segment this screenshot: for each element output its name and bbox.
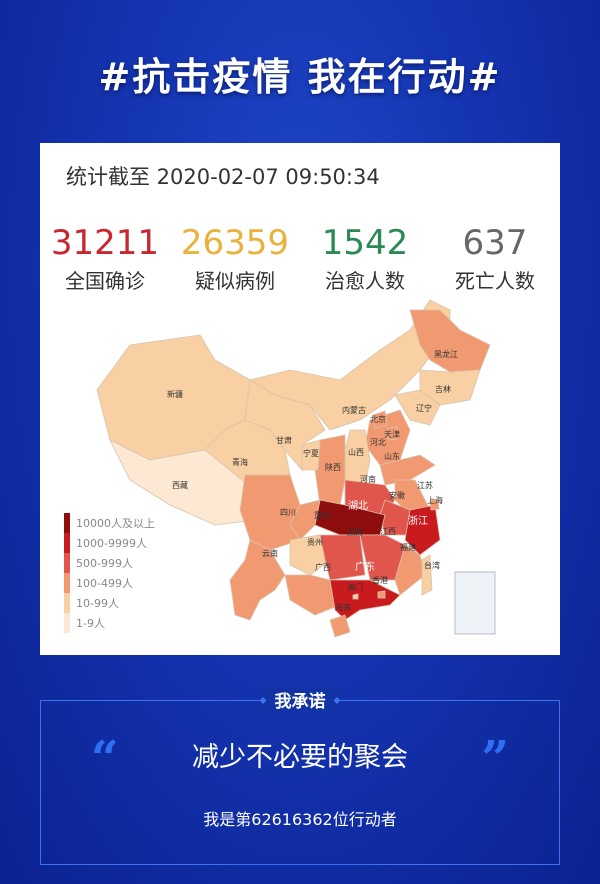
- legend-label: 100-499人: [76, 577, 133, 590]
- stat-label: 死亡人数: [455, 269, 535, 293]
- legend-swatch: [64, 513, 70, 533]
- province-澳门[interactable]: [352, 593, 359, 600]
- province-上海[interactable]: [429, 498, 440, 511]
- pledge-text: 减少不必要的聚会: [192, 742, 408, 773]
- province-辽宁[interactable]: [394, 389, 441, 426]
- province-label: 广东: [355, 560, 375, 573]
- pledge-title: 我承诺: [260, 687, 340, 712]
- legend-item: 1000-9999人: [64, 533, 155, 553]
- province-label: 吉林: [435, 384, 451, 394]
- province-label: 新疆: [167, 389, 183, 399]
- province-label: 四川: [280, 508, 296, 517]
- stat-confirmed: 31211 全国确诊: [40, 223, 170, 294]
- stat-value: 637: [462, 223, 528, 263]
- province-香港[interactable]: [377, 590, 386, 599]
- stats-row: 31211 全国确诊 26359 疑似病例 1542 治愈人数 637 死亡人数: [40, 223, 560, 294]
- province-label: 宁夏: [303, 448, 319, 458]
- province-label: 山东: [384, 451, 400, 461]
- province-广东[interactable]: [329, 579, 401, 621]
- province-label: 河北: [370, 437, 386, 447]
- province-label: 重庆: [314, 510, 330, 520]
- legend-swatch: [64, 593, 70, 613]
- stat-label: 疑似病例: [195, 269, 275, 293]
- province-湖南[interactable]: [319, 534, 366, 581]
- province-label: 北京: [370, 414, 386, 424]
- legend-item: 500-999人: [64, 553, 155, 573]
- province-label: 广西: [315, 562, 331, 572]
- province-label: 湖北: [348, 500, 368, 512]
- stat-deaths: 637 死亡人数: [430, 223, 560, 294]
- stat-value: 26359: [180, 223, 290, 263]
- province-label: 香港: [372, 575, 388, 585]
- province-天津[interactable]: [386, 426, 398, 441]
- legend-item: 1-9人: [64, 613, 155, 633]
- province-label: 内蒙古: [342, 405, 366, 415]
- stat-value: 31211: [50, 223, 160, 263]
- stat-suspected: 26359 疑似病例: [170, 223, 300, 294]
- province-label: 天津: [384, 429, 400, 439]
- province-贵州[interactable]: [289, 534, 331, 576]
- province-安徽[interactable]: [379, 499, 411, 536]
- province-label: 海南: [335, 602, 351, 612]
- province-福建[interactable]: [394, 544, 426, 596]
- legend-label: 10000人及以上: [76, 517, 155, 530]
- province-label: 浙江: [408, 515, 428, 527]
- pledge-box: 我承诺 “ 减少不必要的聚会 ” 我是第62616362位行动者: [40, 687, 560, 865]
- province-label: 河南: [360, 474, 376, 484]
- province-云南[interactable]: [229, 539, 286, 621]
- province-label: 甘肃: [276, 435, 292, 445]
- province-label: 青海: [232, 457, 248, 467]
- province-label: 陕西: [325, 462, 341, 472]
- stat-label: 治愈人数: [325, 269, 405, 293]
- province-label: 安徽: [389, 490, 405, 500]
- legend-item: 10000人及以上: [64, 513, 155, 533]
- province-label: 云南: [262, 548, 278, 558]
- legend-swatch: [64, 613, 70, 633]
- close-quote-icon: ”: [481, 731, 509, 787]
- legend-label: 1-9人: [76, 617, 105, 630]
- participant-count: 我是第62616362位行动者: [203, 810, 397, 829]
- epidemic-stats-card: 统计截至 2020-02-07 09:50:34 31211 全国确诊 26359…: [40, 143, 560, 655]
- south-china-sea-inset: [454, 571, 496, 635]
- legend-swatch: [64, 533, 70, 553]
- stats-timestamp: 统计截至 2020-02-07 09:50:34: [66, 165, 380, 189]
- map-legend: 10000人及以上 1000-9999人 500-999人 100-499人 10-99…: [64, 513, 155, 633]
- province-label: 澳门: [347, 582, 363, 592]
- province-label: 辽宁: [416, 403, 432, 413]
- province-北京[interactable]: [372, 410, 388, 429]
- stat-label: 全国确诊: [65, 269, 145, 293]
- legend-label: 1000-9999人: [76, 537, 147, 550]
- province-label: 湖南: [347, 527, 363, 537]
- legend-swatch: [64, 553, 70, 573]
- legend-label: 10-99人: [76, 597, 119, 610]
- legend-swatch: [64, 573, 70, 593]
- province-label: 山西: [348, 447, 364, 457]
- stat-cured: 1542 治愈人数: [300, 223, 430, 294]
- province-label: 台湾: [424, 560, 440, 570]
- province-label: 贵州: [307, 537, 323, 547]
- province-宁夏[interactable]: [301, 439, 321, 471]
- province-label: 福建: [400, 542, 416, 552]
- province-label: 江苏: [417, 480, 433, 490]
- province-label: 西藏: [172, 480, 188, 490]
- stat-value: 1542: [321, 223, 409, 263]
- province-台湾[interactable]: [421, 554, 433, 596]
- province-山东[interactable]: [379, 454, 436, 486]
- legend-label: 500-999人: [76, 557, 133, 570]
- page-title: #抗击疫情 我在行动#: [98, 55, 502, 99]
- province-label: 上海: [427, 495, 443, 505]
- province-label: 黑龙江: [434, 349, 458, 359]
- province-海南[interactable]: [329, 614, 351, 638]
- legend-item: 100-499人: [64, 573, 155, 593]
- province-label: 江西: [380, 527, 396, 536]
- open-quote-icon: “: [91, 731, 119, 787]
- legend-item: 10-99人: [64, 593, 155, 613]
